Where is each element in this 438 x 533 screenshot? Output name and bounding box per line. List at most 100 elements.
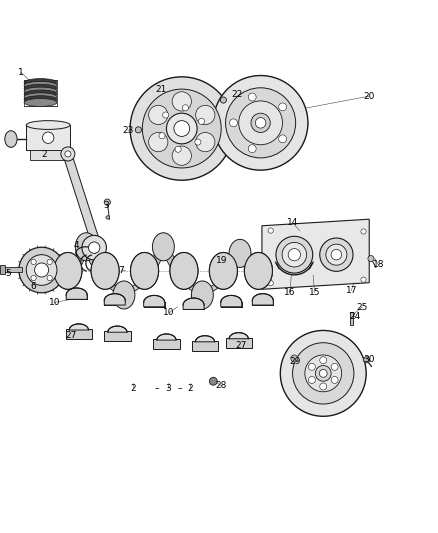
Ellipse shape: [170, 253, 198, 289]
Circle shape: [130, 77, 233, 180]
Circle shape: [226, 88, 296, 158]
Ellipse shape: [75, 233, 97, 261]
Bar: [350, 312, 353, 325]
Circle shape: [364, 357, 370, 363]
Polygon shape: [252, 294, 273, 305]
Ellipse shape: [24, 90, 57, 98]
Ellipse shape: [91, 253, 119, 289]
Circle shape: [172, 146, 191, 165]
Ellipse shape: [26, 120, 70, 130]
Text: 18: 18: [373, 260, 384, 269]
Text: 2: 2: [41, 150, 46, 159]
Polygon shape: [159, 247, 189, 282]
Circle shape: [319, 369, 327, 377]
Ellipse shape: [152, 233, 174, 261]
Circle shape: [88, 242, 100, 253]
Circle shape: [248, 145, 256, 152]
Text: 25: 25: [357, 303, 368, 312]
Text: 3: 3: [103, 201, 109, 209]
Circle shape: [230, 119, 237, 127]
Polygon shape: [63, 247, 91, 282]
Bar: [26, 125, 70, 150]
Bar: [0, 265, 5, 274]
Circle shape: [220, 97, 226, 103]
Circle shape: [280, 330, 366, 416]
Circle shape: [239, 101, 283, 145]
Polygon shape: [100, 282, 128, 295]
Bar: [2, 267, 22, 272]
Text: 10: 10: [163, 309, 175, 318]
Circle shape: [106, 216, 110, 219]
Ellipse shape: [5, 131, 17, 147]
Text: 2: 2: [130, 384, 135, 393]
Text: 28: 28: [215, 381, 227, 390]
Circle shape: [31, 260, 36, 264]
Text: 30: 30: [363, 355, 374, 364]
Ellipse shape: [244, 253, 272, 289]
Circle shape: [196, 133, 215, 152]
Circle shape: [175, 146, 181, 152]
Ellipse shape: [113, 281, 135, 309]
Circle shape: [99, 265, 111, 277]
Polygon shape: [221, 295, 242, 307]
Text: 23: 23: [122, 126, 134, 135]
Text: 14: 14: [287, 218, 298, 227]
Circle shape: [198, 118, 205, 124]
Circle shape: [320, 238, 353, 271]
Polygon shape: [64, 155, 99, 239]
Circle shape: [178, 265, 190, 277]
Circle shape: [368, 255, 374, 262]
Circle shape: [308, 376, 315, 383]
Text: 6: 6: [30, 282, 36, 290]
Ellipse shape: [191, 281, 213, 309]
Ellipse shape: [24, 93, 57, 101]
Circle shape: [326, 244, 347, 265]
Circle shape: [279, 135, 286, 143]
Polygon shape: [144, 295, 165, 307]
Ellipse shape: [131, 253, 159, 289]
Text: 4: 4: [74, 241, 79, 251]
Circle shape: [159, 133, 165, 139]
Circle shape: [62, 265, 74, 277]
Circle shape: [42, 132, 54, 143]
Bar: [226, 338, 252, 348]
Ellipse shape: [24, 87, 57, 95]
Circle shape: [268, 228, 273, 233]
Text: 24: 24: [349, 312, 360, 321]
Text: 27: 27: [235, 341, 247, 350]
Circle shape: [82, 236, 106, 260]
Circle shape: [47, 276, 52, 281]
Ellipse shape: [229, 239, 251, 268]
Bar: [66, 329, 92, 339]
Circle shape: [320, 383, 327, 390]
Text: 1: 1: [18, 68, 24, 77]
Circle shape: [320, 357, 327, 364]
Circle shape: [148, 106, 168, 125]
Circle shape: [172, 92, 191, 111]
Circle shape: [293, 343, 354, 404]
Bar: [30, 150, 67, 160]
Polygon shape: [120, 282, 150, 295]
Circle shape: [19, 247, 64, 293]
Circle shape: [288, 248, 300, 261]
Text: 29: 29: [290, 357, 301, 366]
Circle shape: [182, 105, 188, 111]
Text: 17: 17: [346, 286, 357, 295]
Circle shape: [282, 243, 307, 267]
Circle shape: [308, 364, 315, 370]
Text: 22: 22: [231, 90, 242, 99]
Polygon shape: [66, 288, 87, 300]
Circle shape: [174, 120, 190, 136]
Ellipse shape: [54, 253, 82, 289]
Circle shape: [315, 366, 331, 381]
Ellipse shape: [131, 253, 159, 289]
Polygon shape: [108, 326, 127, 332]
Circle shape: [162, 112, 169, 118]
Polygon shape: [218, 253, 244, 282]
Circle shape: [47, 260, 52, 264]
Ellipse shape: [24, 82, 57, 90]
Ellipse shape: [24, 78, 57, 86]
Circle shape: [104, 199, 110, 205]
Polygon shape: [69, 324, 88, 330]
Text: 10: 10: [49, 298, 60, 307]
